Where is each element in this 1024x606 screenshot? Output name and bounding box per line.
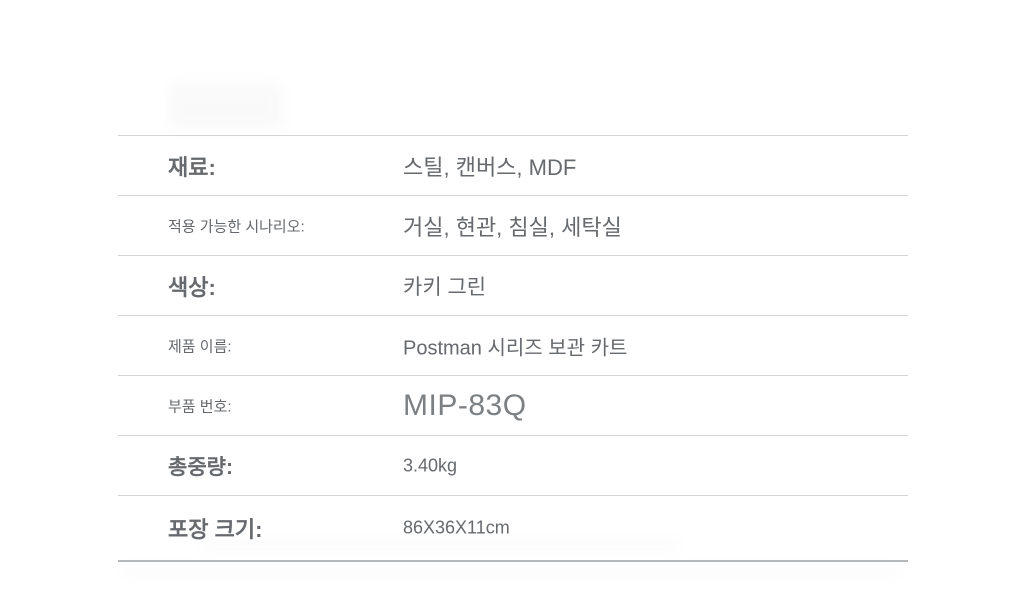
spec-row-package-size: 포장 크기: 86X36X11cm <box>118 495 908 560</box>
spec-row-gross-weight: 총중량: 3.40kg <box>118 435 908 495</box>
spec-value: 86X36X11cm <box>403 517 510 538</box>
spec-value: 스틸, 캔버스, MDF <box>403 154 577 180</box>
spec-label: 색상: <box>168 274 216 300</box>
spec-label: 재료: <box>168 154 216 180</box>
spec-row-product-name: 제품 이름: Postman 시리즈 보관 카트 <box>118 315 908 375</box>
spec-value: 거실, 현관, 침실, 세탁실 <box>403 214 622 240</box>
product-spec-table: 재료: 스틸, 캔버스, MDF 적용 가능한 시나리오: 거실, 현관, 침실… <box>118 135 908 562</box>
ghost-artifact <box>120 566 900 576</box>
spec-value: 3.40kg <box>403 455 458 475</box>
spec-label: 총중량: <box>168 455 233 479</box>
spec-label: 부품 번호: <box>168 398 232 415</box>
spec-row-material: 재료: 스틸, 캔버스, MDF <box>118 135 908 195</box>
ghost-artifact <box>168 82 283 130</box>
spec-row-color: 색상: 카키 그린 <box>118 255 908 315</box>
spec-row-part-number: 부품 번호: MIP-83Q <box>118 375 908 435</box>
spec-label: 포장 크기: <box>168 517 263 542</box>
spec-label: 적용 가능한 시나리오: <box>168 218 305 235</box>
spec-value: 카키 그린 <box>403 275 487 299</box>
spec-value: Postman 시리즈 보관 카트 <box>403 337 628 359</box>
spec-row-scenario: 적용 가능한 시나리오: 거실, 현관, 침실, 세탁실 <box>118 195 908 255</box>
spec-value: MIP-83Q <box>403 388 527 422</box>
spec-label: 제품 이름: <box>168 338 232 355</box>
